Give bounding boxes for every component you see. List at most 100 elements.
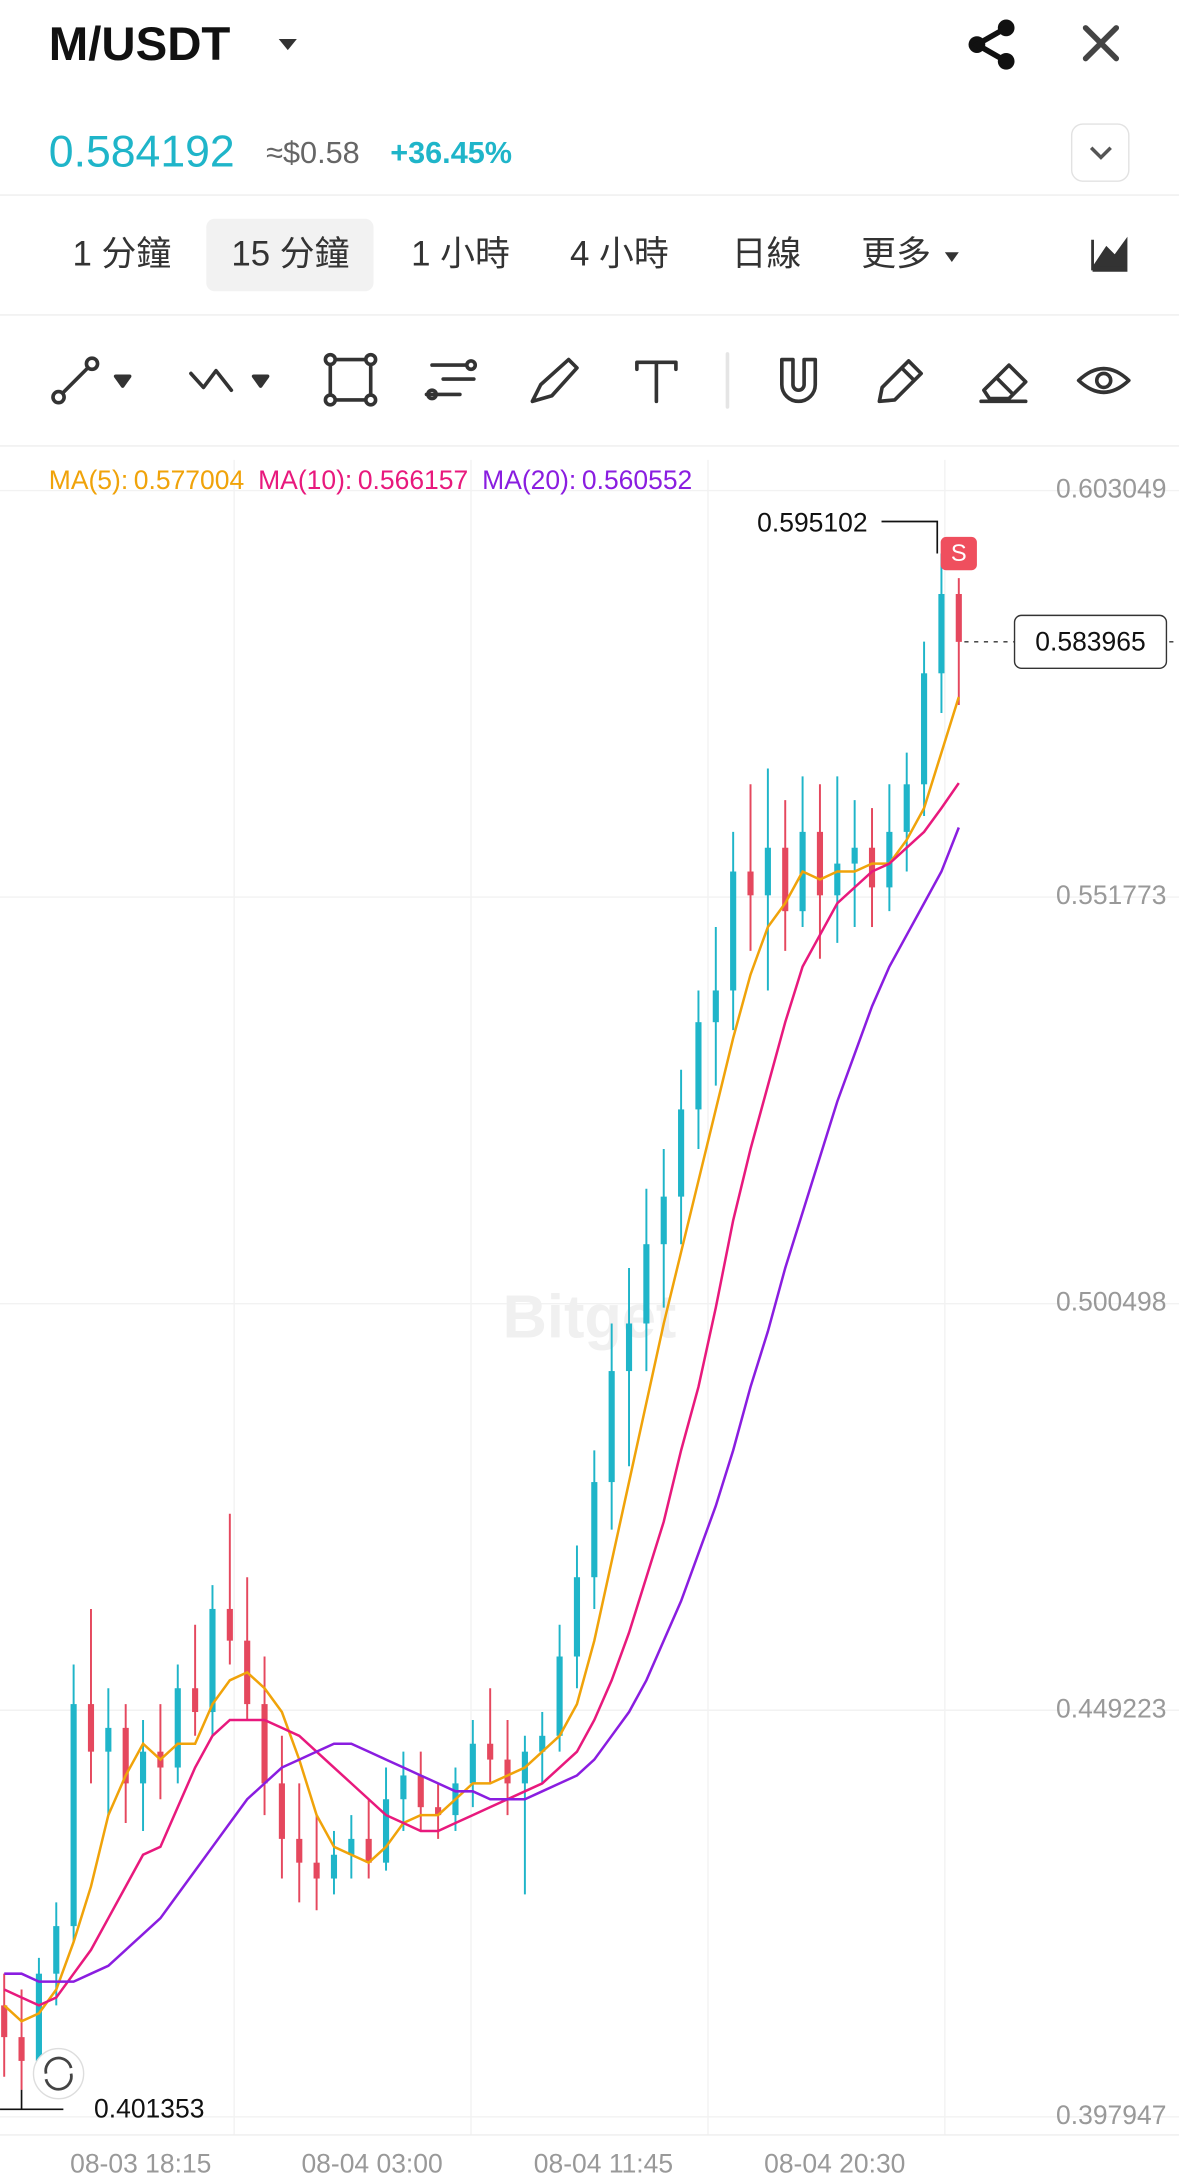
- tab[interactable]: 1 小時: [411, 235, 510, 274]
- brush-tool[interactable]: [530, 357, 579, 404]
- candle-body: [782, 847, 789, 912]
- candle-body: [747, 871, 754, 896]
- signal-marker-label: S: [951, 541, 967, 567]
- candle-body: [625, 1323, 633, 1372]
- legend-value: 0.577004: [134, 465, 244, 495]
- candle-body: [400, 1775, 407, 1800]
- tab[interactable]: 更多: [861, 235, 931, 274]
- watermark: Bitget: [503, 1281, 677, 1350]
- candle-body: [435, 1807, 442, 1816]
- parallel-tool[interactable]: [424, 359, 478, 401]
- legend-entry: MA(5): 0.577004: [49, 465, 244, 495]
- x-tick-label: 08-04 11:45: [534, 2149, 673, 2179]
- candle-body: [105, 1727, 112, 1752]
- tab[interactable]: 日線: [732, 235, 802, 274]
- last-price: 0.584192: [49, 127, 235, 176]
- candle-body: [174, 1688, 181, 1768]
- candle-body: [591, 1482, 598, 1578]
- candle-body: [296, 1838, 303, 1863]
- pencil-tool[interactable]: [877, 359, 923, 404]
- candle-body: [955, 594, 962, 642]
- drawing-toolbar: [51, 352, 1131, 409]
- candle-body: [834, 863, 841, 896]
- candle-body: [764, 847, 771, 896]
- line-tool[interactable]: [51, 356, 132, 405]
- candle-body: [70, 1704, 77, 1927]
- candle-body: [695, 1022, 702, 1110]
- tab[interactable]: 1 分鐘: [72, 235, 171, 274]
- y-tick-label: 0.500498: [1056, 1287, 1166, 1317]
- price-change: +36.45%: [390, 136, 512, 170]
- text-tool[interactable]: [635, 360, 678, 404]
- expand-button[interactable]: [1070, 123, 1130, 182]
- tab-selected-bg: [206, 218, 374, 292]
- eraser-tool[interactable]: [979, 363, 1028, 404]
- candle-body: [417, 1775, 424, 1808]
- tab[interactable]: 15 分鐘: [231, 235, 349, 274]
- legend-name: MA(5):: [49, 465, 128, 495]
- candle-body: [556, 1656, 563, 1736]
- candle-body: [226, 1608, 233, 1641]
- high-leader: [881, 520, 939, 554]
- candle-body: [921, 673, 928, 785]
- ma-line: [4, 827, 960, 1983]
- candle-body: [348, 1838, 355, 1855]
- candle-body: [53, 1926, 60, 1974]
- candle-body: [139, 1751, 147, 1784]
- candle-body: [539, 1735, 546, 1752]
- candle-body: [678, 1109, 685, 1197]
- candle-body: [313, 1862, 320, 1879]
- x-tick-label: 08-04 03:00: [301, 2149, 442, 2179]
- candle-body: [608, 1371, 615, 1483]
- high-label: 0.595102: [757, 507, 867, 537]
- candle-body: [851, 847, 858, 864]
- candle-body: [330, 1854, 338, 1879]
- pair-dropdown[interactable]: [278, 39, 297, 51]
- chart: 0.603049 0.551773 0.500498 0.449223 0.397947…: [0, 459, 1179, 2179]
- candle-body: [278, 1783, 285, 1839]
- legend-entry: MA(10): 0.566157: [258, 465, 468, 495]
- close-icon[interactable]: [1082, 25, 1120, 62]
- visibility-tool[interactable]: [1076, 366, 1131, 395]
- y-tick-label: 0.551773: [1056, 880, 1166, 910]
- chart-type-icon[interactable]: [1091, 236, 1128, 272]
- candle-body: [209, 1608, 216, 1713]
- candle-body: [261, 1704, 268, 1784]
- candle-body: [1, 2005, 8, 2038]
- candle-body: [365, 1838, 372, 1863]
- candle-body: [886, 831, 893, 888]
- low-label: 0.401353: [94, 2094, 204, 2124]
- share-icon[interactable]: [968, 19, 1015, 70]
- x-tick-label: 08-03 18:15: [70, 2149, 211, 2179]
- candle-body: [730, 871, 737, 991]
- legend-name: MA(20):: [482, 465, 576, 495]
- shape-tool[interactable]: [323, 352, 378, 407]
- candle-body: [573, 1577, 581, 1657]
- tab[interactable]: 4 小時: [570, 235, 669, 274]
- pair-title[interactable]: M/USDT: [49, 18, 231, 71]
- signal-marker: [940, 536, 977, 571]
- ma-line: [3, 696, 960, 2023]
- legend-value: 0.560552: [582, 465, 692, 495]
- candle-body: [903, 784, 910, 832]
- x-tick-label: 08-04 20:30: [764, 2149, 905, 2179]
- candle-body: [122, 1727, 129, 1784]
- fib-tool[interactable]: [189, 368, 270, 393]
- ma-line: [3, 782, 960, 2007]
- legend-name: MA(10):: [258, 465, 352, 495]
- candle-body: [469, 1743, 476, 1784]
- y-tick-label: 0.603049: [1056, 474, 1166, 504]
- more-dropdown: [944, 252, 959, 262]
- candle-body: [487, 1743, 494, 1760]
- chevron: [1089, 146, 1112, 160]
- legend-entry: MA(20): 0.560552: [482, 465, 692, 495]
- current-price: 0.583965: [1035, 626, 1145, 656]
- y-tick-label: 0.449223: [1056, 1693, 1166, 1723]
- reset-button[interactable]: [32, 2047, 85, 2100]
- candle-body: [712, 990, 719, 1023]
- legend-value: 0.566157: [358, 465, 468, 495]
- candle-body: [660, 1196, 667, 1245]
- magnet-tool[interactable]: [780, 357, 818, 404]
- candle-body: [87, 1704, 95, 1752]
